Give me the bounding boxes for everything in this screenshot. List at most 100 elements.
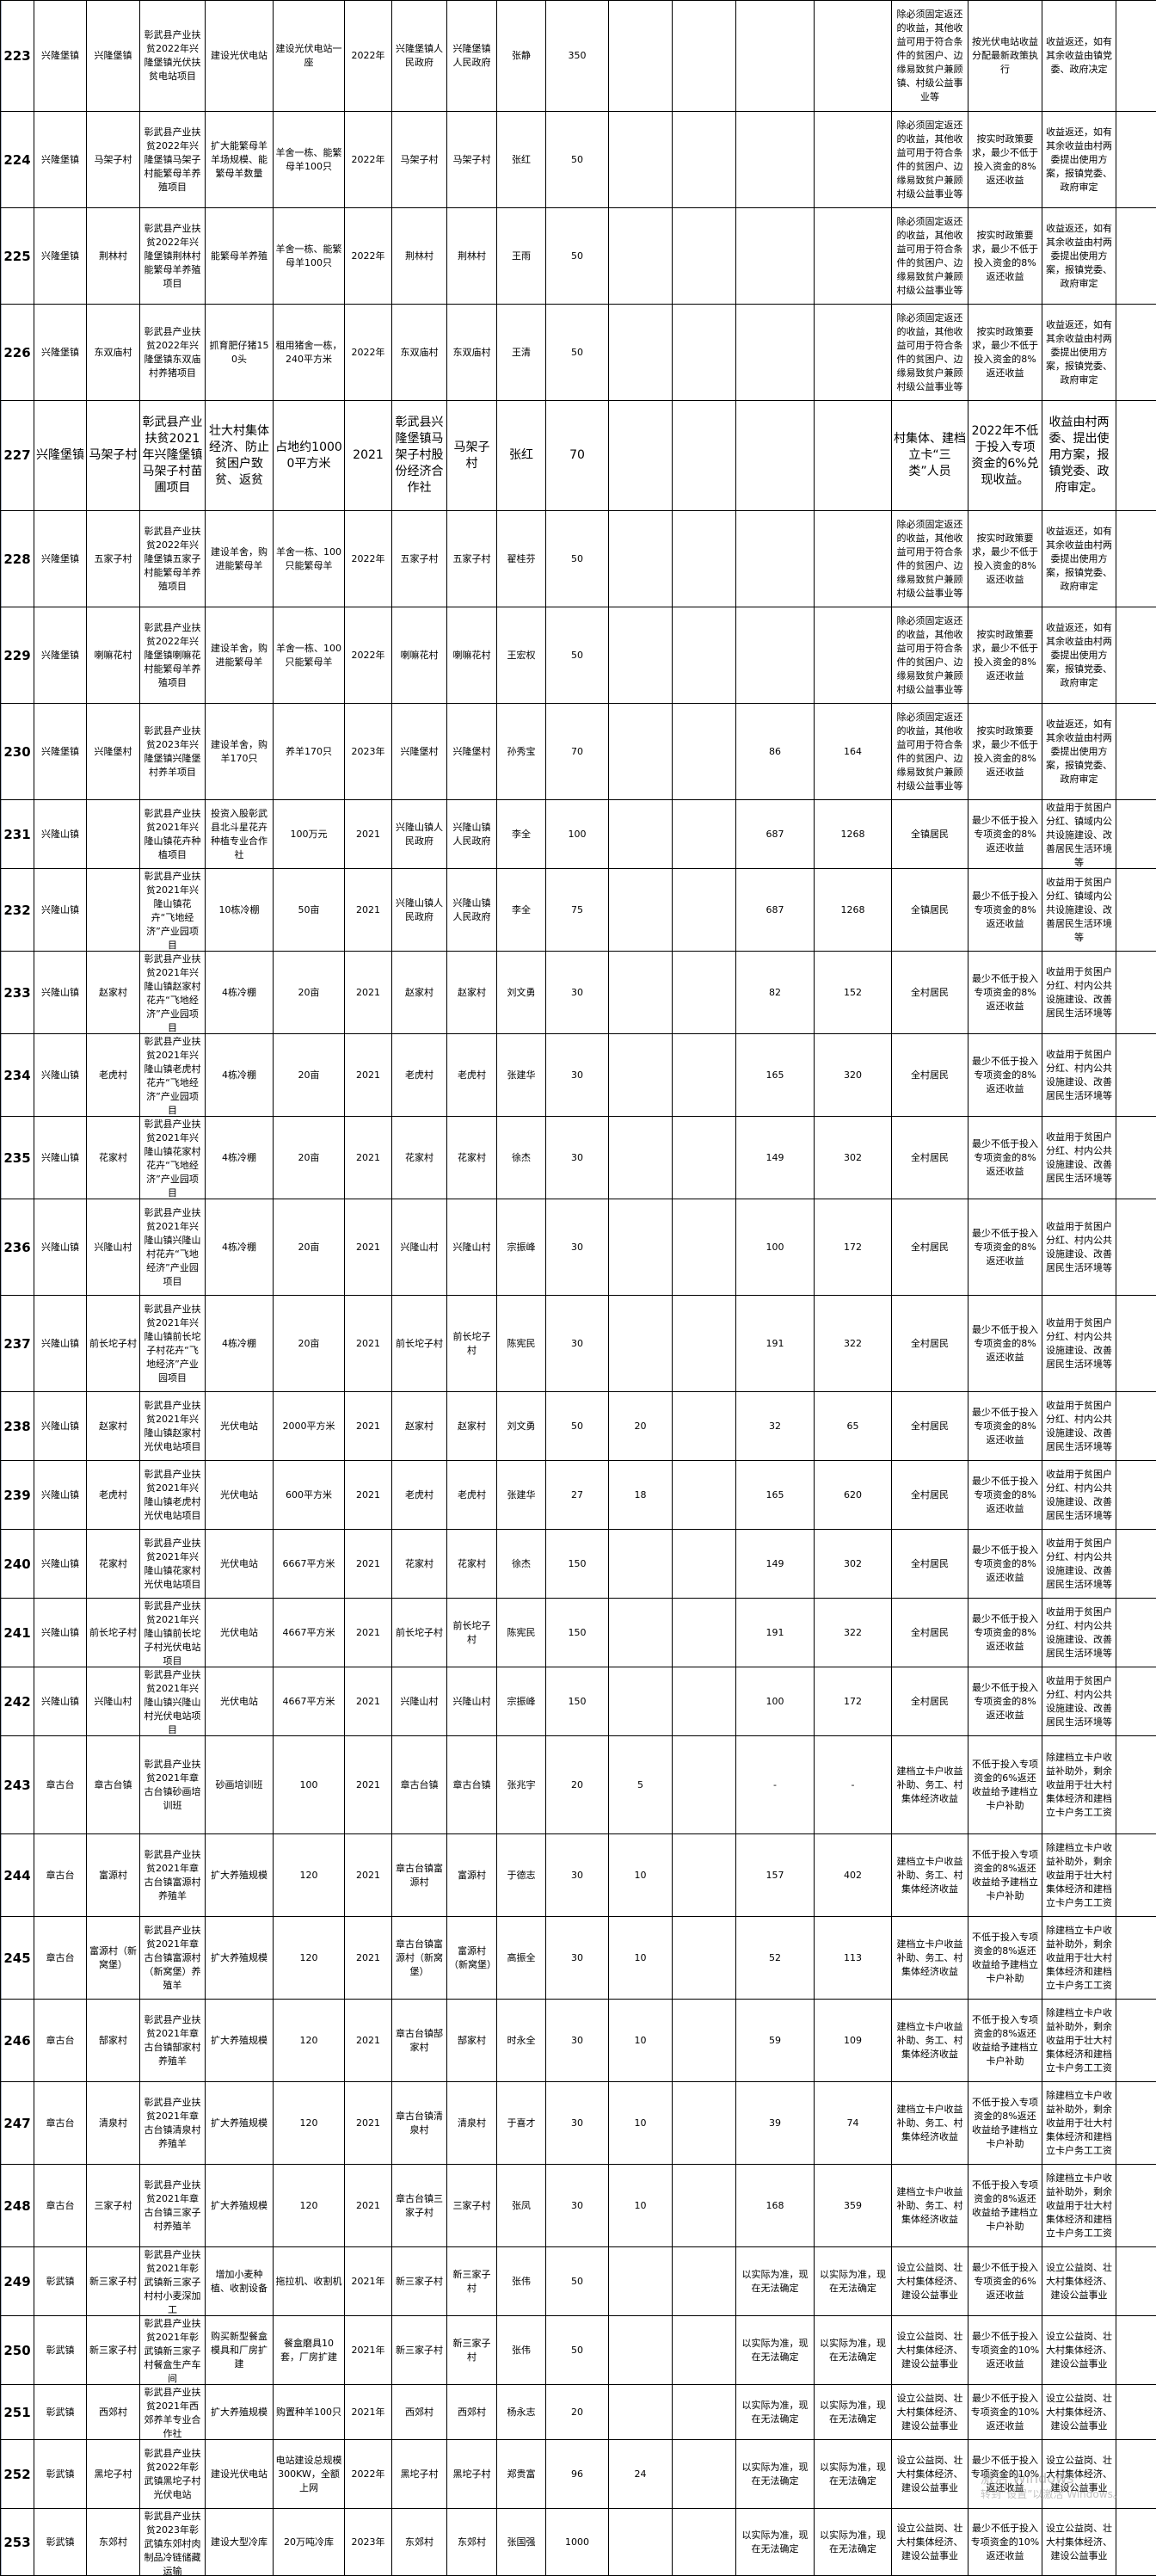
cell-row-number[interactable]: 223 — [1, 1, 34, 112]
cell-village[interactable] — [87, 869, 140, 952]
cell-investment[interactable]: 75 — [546, 869, 609, 952]
cell-construction-content[interactable]: 光伏电站 — [206, 1530, 274, 1599]
cell-investment[interactable]: 50 — [546, 1392, 609, 1461]
cell-row-number[interactable]: 251 — [1, 2385, 34, 2440]
cell-sub-investment[interactable] — [609, 401, 673, 511]
cell-village[interactable]: 章古台镇 — [87, 1736, 140, 1834]
cell-location[interactable]: 马架子村 — [392, 112, 447, 208]
cell-return-method[interactable]: 最少不低于投入专项资金的8%返还收益 — [968, 952, 1042, 1034]
cell-other-funds[interactable] — [673, 1034, 736, 1117]
cell-scale[interactable]: 6667平方米 — [274, 1530, 345, 1599]
cell-income-management[interactable]: 收益用于贫困户分红、村内公共设施建设、改善居民生活环境等 — [1042, 1461, 1116, 1530]
cell-remarks[interactable] — [1116, 305, 1156, 401]
cell-remarks[interactable] — [1116, 1667, 1156, 1736]
cell-village[interactable]: 赵家村 — [87, 952, 140, 1034]
cell-benefit-persons[interactable]: 109 — [815, 2000, 892, 2082]
cell-investment[interactable]: 1000 — [546, 2509, 609, 2576]
cell-construction-content[interactable]: 扩大养殖规模 — [206, 1917, 274, 2000]
cell-construction-content[interactable]: 4栋冷棚 — [206, 952, 274, 1034]
cell-benefit-households[interactable]: 157 — [736, 1834, 815, 1917]
cell-implementing-unit[interactable]: 富源村 — [447, 1834, 497, 1917]
cell-other-funds[interactable] — [673, 1667, 736, 1736]
cell-return-method[interactable]: 最少不低于投入专项资金的8%返还收益 — [968, 1117, 1042, 1199]
cell-benefit-households[interactable]: 100 — [736, 1199, 815, 1296]
cell-location[interactable]: 前长坨子村 — [392, 1599, 447, 1667]
cell-benefit-persons[interactable] — [815, 305, 892, 401]
cell-benefit-target[interactable]: 村集体、建档立卡“三类”人员 — [892, 401, 968, 511]
cell-benefit-households[interactable]: 32 — [736, 1392, 815, 1461]
cell-return-method[interactable]: 最少不低于投入专项资金的8%返还收益 — [968, 1599, 1042, 1667]
cell-town[interactable]: 兴隆堡镇 — [34, 401, 87, 511]
cell-remarks[interactable] — [1116, 1392, 1156, 1461]
cell-benefit-households[interactable]: - — [736, 1736, 815, 1834]
cell-project-name[interactable]: 彰武县产业扶贫2021年兴隆山镇花卉种植项目 — [140, 800, 206, 869]
cell-responsible-person[interactable]: 刘文勇 — [497, 1392, 546, 1461]
cell-return-method[interactable]: 按实时政策要求，最少不低于投入资金的8%返还收益 — [968, 305, 1042, 401]
cell-remarks[interactable] — [1116, 869, 1156, 952]
cell-construction-content[interactable]: 购买新型餐盒模具和厂房扩建 — [206, 2316, 274, 2385]
cell-project-name[interactable]: 彰武县产业扶贫2022年彰武镇黑坨子村光伏电站 — [140, 2440, 206, 2509]
cell-implementing-unit[interactable]: 清泉村 — [447, 2082, 497, 2165]
cell-other-funds[interactable] — [673, 1, 736, 112]
cell-benefit-households[interactable]: 165 — [736, 1034, 815, 1117]
cell-row-number[interactable]: 224 — [1, 112, 34, 208]
cell-scale[interactable]: 20亩 — [274, 952, 345, 1034]
cell-investment[interactable]: 30 — [546, 952, 609, 1034]
cell-town[interactable]: 彰武镇 — [34, 2509, 87, 2576]
cell-return-method[interactable]: 2022年不低于投入专项资金的6%兑现收益。 — [968, 401, 1042, 511]
cell-remarks[interactable] — [1116, 2082, 1156, 2165]
cell-benefit-target[interactable]: 设立公益岗、壮大村集体经济、建设公益事业 — [892, 2440, 968, 2509]
cell-benefit-persons[interactable]: 113 — [815, 1917, 892, 2000]
cell-town[interactable]: 兴隆堡镇 — [34, 1, 87, 112]
cell-village[interactable]: 花家村 — [87, 1117, 140, 1199]
cell-year[interactable]: 2021 — [345, 1667, 392, 1736]
cell-benefit-target[interactable]: 建档立卡户收益补助、务工、村集体经济收益 — [892, 1834, 968, 1917]
cell-implementing-unit[interactable]: 东郊村 — [447, 2509, 497, 2576]
cell-other-funds[interactable] — [673, 2385, 736, 2440]
cell-location[interactable]: 章古台镇郜家村 — [392, 2000, 447, 2082]
cell-row-number[interactable]: 242 — [1, 1667, 34, 1736]
cell-remarks[interactable] — [1116, 1, 1156, 112]
cell-project-name[interactable]: 彰武县产业扶贫2021年兴隆山镇老虎村光伏电站项目 — [140, 1461, 206, 1530]
cell-implementing-unit[interactable]: 赵家村 — [447, 952, 497, 1034]
cell-income-management[interactable]: 收益用于贫困户分红、村内公共设施建设、改善居民生活环境等 — [1042, 1034, 1116, 1117]
cell-implementing-unit[interactable]: 兴隆山镇人民政府 — [447, 869, 497, 952]
cell-construction-content[interactable]: 扩大养殖规模 — [206, 1834, 274, 1917]
cell-remarks[interactable] — [1116, 1199, 1156, 1296]
cell-investment[interactable]: 30 — [546, 2165, 609, 2247]
cell-income-management[interactable]: 收益用于贫困户分红、村内公共设施建设、改善居民生活环境等 — [1042, 1117, 1116, 1199]
cell-sub-investment[interactable] — [609, 305, 673, 401]
cell-project-name[interactable]: 彰武县产业扶贫2021年彰武镇新三家子村餐盒生产车间 — [140, 2316, 206, 2385]
cell-implementing-unit[interactable]: 荆林村 — [447, 208, 497, 305]
cell-responsible-person[interactable]: 王宏权 — [497, 607, 546, 704]
cell-other-funds[interactable] — [673, 2165, 736, 2247]
cell-construction-content[interactable]: 扩大养殖规模 — [206, 2082, 274, 2165]
cell-investment[interactable]: 20 — [546, 1736, 609, 1834]
cell-location[interactable]: 前长坨子村 — [392, 1296, 447, 1392]
cell-construction-content[interactable]: 光伏电站 — [206, 1667, 274, 1736]
cell-responsible-person[interactable]: 李全 — [497, 869, 546, 952]
cell-row-number[interactable]: 228 — [1, 511, 34, 607]
cell-benefit-persons[interactable]: 以实际为准，现在无法确定 — [815, 2247, 892, 2316]
cell-sub-investment[interactable]: 5 — [609, 1736, 673, 1834]
cell-benefit-households[interactable]: 59 — [736, 2000, 815, 2082]
cell-responsible-person[interactable]: 王清 — [497, 305, 546, 401]
cell-return-method[interactable]: 按实时政策要求，最少不低于投入资金的8%返还收益 — [968, 704, 1042, 800]
cell-benefit-persons[interactable]: 65 — [815, 1392, 892, 1461]
cell-responsible-person[interactable]: 翟桂芬 — [497, 511, 546, 607]
cell-return-method[interactable]: 最少不低于投入专项资金的8%返还收益 — [968, 800, 1042, 869]
cell-return-method[interactable]: 不低于投入专项资金的6%返还收益给予建档立卡户补助 — [968, 1736, 1042, 1834]
cell-return-method[interactable]: 最少不低于投入专项资金的8%返还收益 — [968, 1530, 1042, 1599]
cell-village[interactable]: 五家子村 — [87, 511, 140, 607]
cell-benefit-households[interactable] — [736, 511, 815, 607]
cell-other-funds[interactable] — [673, 1530, 736, 1599]
cell-implementing-unit[interactable]: 三家子村 — [447, 2165, 497, 2247]
cell-village[interactable]: 花家村 — [87, 1530, 140, 1599]
cell-benefit-target[interactable]: 全村居民 — [892, 1461, 968, 1530]
cell-row-number[interactable]: 246 — [1, 2000, 34, 2082]
cell-other-funds[interactable] — [673, 1736, 736, 1834]
cell-other-funds[interactable] — [673, 305, 736, 401]
cell-income-management[interactable]: 收益用于贫困户分红、村内公共设施建设、改善居民生活环境等 — [1042, 1392, 1116, 1461]
cell-scale[interactable]: 120 — [274, 2082, 345, 2165]
cell-row-number[interactable]: 235 — [1, 1117, 34, 1199]
